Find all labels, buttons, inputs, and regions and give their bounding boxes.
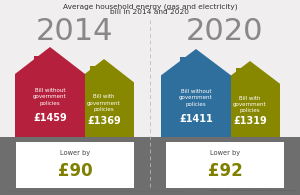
Text: 2014 bill estimate includes £50 package of savings announced in December 2013. A: 2014 bill estimate includes £50 package … [4, 190, 185, 191]
Text: 2020: 2020 [186, 17, 264, 46]
Bar [34, 56, 40, 66]
Polygon shape [161, 49, 231, 137]
Text: £1459: £1459 [33, 113, 67, 123]
Text: Bill with
government
policies: Bill with government policies [233, 96, 267, 113]
Bar [166, 142, 284, 188]
Text: © Crown Copyright   The Department of Energy & Climate Change (DECC): © Crown Copyright The Department of Ener… [207, 190, 296, 191]
Text: Bill without
government
policies: Bill without government policies [33, 88, 67, 106]
Polygon shape [74, 59, 134, 137]
Bar [0, 137, 300, 195]
Text: £1319: £1319 [233, 116, 267, 126]
Text: £92: £92 [208, 161, 242, 180]
Text: Bill without
government
policies: Bill without government policies [179, 89, 213, 107]
Polygon shape [15, 47, 85, 137]
Polygon shape [220, 61, 280, 137]
Text: Average household energy (gas and electricity): Average household energy (gas and electr… [63, 3, 237, 10]
Bar [90, 66, 95, 76]
Text: bill in 2014 and 2020: bill in 2014 and 2020 [110, 9, 190, 15]
Bar [16, 142, 134, 188]
Bar [236, 68, 241, 77]
Text: Lower by: Lower by [210, 150, 240, 156]
Text: Lower by: Lower by [60, 150, 90, 156]
Text: £90: £90 [58, 161, 92, 180]
Text: Bill with
government
policies: Bill with government policies [87, 94, 121, 112]
Text: 2014: 2014 [36, 17, 114, 46]
Text: £1369: £1369 [87, 116, 121, 126]
Bar [179, 58, 186, 68]
Text: £1411: £1411 [179, 113, 213, 123]
